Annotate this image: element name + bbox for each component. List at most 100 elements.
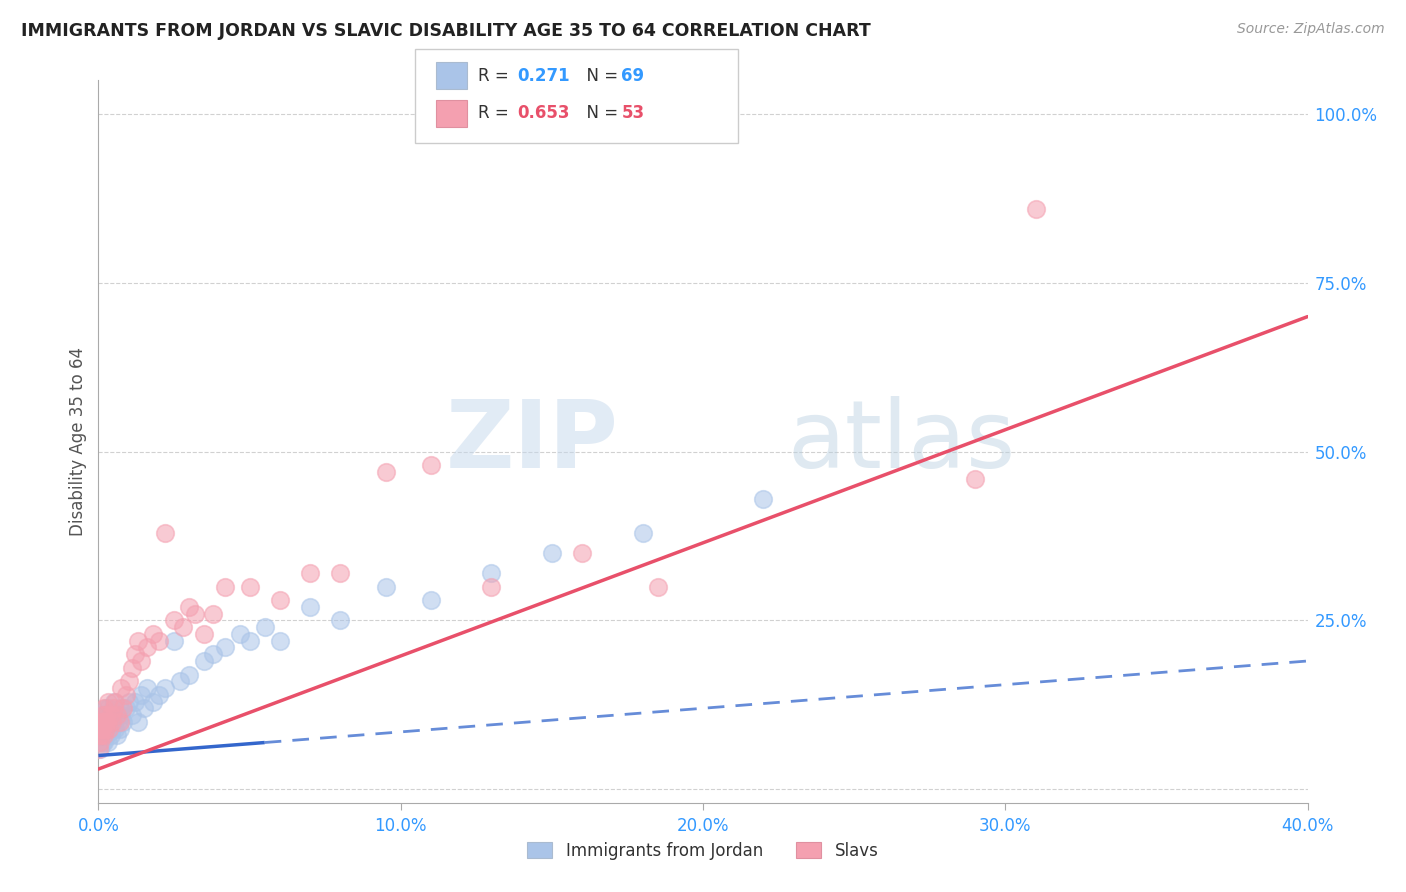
Point (97, 694, 120, 708)
Point (100, 728, 122, 742)
Point (153, 681, 176, 695)
Point (91, 708, 114, 723)
Point (101, 722, 124, 736)
Point (96, 728, 118, 742)
Point (114, 701, 136, 715)
Point (94, 722, 117, 736)
Point (101, 714, 124, 729)
Point (299, 599, 322, 614)
Point (374, 580, 396, 594)
Point (103, 694, 125, 708)
Text: N =: N = (576, 67, 624, 85)
Point (91, 714, 114, 729)
Point (163, 633, 186, 648)
Point (108, 701, 131, 715)
Point (269, 593, 291, 607)
Text: atlas: atlas (787, 395, 1017, 488)
Point (184, 607, 207, 621)
Point (571, 546, 593, 560)
Point (91, 714, 114, 729)
Point (104, 694, 127, 708)
Point (91, 735, 114, 749)
Point (96, 708, 118, 723)
Text: R =: R = (478, 104, 515, 122)
Point (89, 728, 111, 742)
Point (127, 633, 149, 648)
Point (135, 681, 157, 695)
Point (118, 694, 141, 708)
Legend: Immigrants from Jordan, Slavs: Immigrants from Jordan, Slavs (520, 836, 886, 867)
Point (153, 525, 176, 540)
Point (752, 491, 775, 506)
Point (107, 714, 129, 729)
Point (540, 546, 562, 560)
Point (103, 701, 125, 715)
Point (105, 708, 128, 723)
Point (148, 633, 170, 648)
Point (269, 633, 291, 648)
Point (214, 580, 236, 594)
Point (90, 722, 112, 736)
Text: N =: N = (576, 104, 624, 122)
Point (93, 708, 115, 723)
Point (96, 708, 118, 723)
Point (90, 714, 112, 729)
Point (94, 714, 117, 729)
Point (100, 708, 122, 723)
Point (93, 735, 115, 749)
Point (374, 465, 396, 479)
Text: R =: R = (478, 67, 515, 85)
Text: 53: 53 (621, 104, 644, 122)
Point (91, 722, 114, 736)
Point (90, 728, 112, 742)
Point (111, 701, 134, 715)
Point (90, 714, 112, 729)
Point (299, 566, 322, 581)
Point (89, 735, 111, 749)
Point (91, 728, 114, 742)
Point (90, 722, 112, 736)
Point (103, 714, 125, 729)
Point (98, 714, 121, 729)
Point (89, 741, 111, 756)
Point (163, 614, 186, 628)
Text: Source: ZipAtlas.com: Source: ZipAtlas.com (1237, 22, 1385, 37)
Point (114, 688, 136, 702)
Point (98, 722, 121, 736)
Point (129, 688, 152, 702)
Point (965, 472, 987, 486)
Point (239, 633, 262, 648)
Point (631, 525, 654, 540)
Point (91, 708, 114, 723)
Point (129, 654, 152, 668)
Point (420, 458, 443, 472)
Text: 0.653: 0.653 (517, 104, 569, 122)
Point (202, 647, 225, 661)
Point (142, 694, 165, 708)
Point (89, 735, 111, 749)
Point (127, 714, 149, 729)
Point (420, 593, 443, 607)
Point (148, 688, 170, 702)
Point (94, 714, 117, 729)
Point (329, 566, 352, 581)
Point (253, 620, 276, 634)
Point (96, 714, 118, 729)
Point (108, 714, 131, 729)
Point (481, 566, 503, 581)
Point (105, 708, 128, 723)
Point (94, 722, 117, 736)
Point (90, 735, 112, 749)
Y-axis label: Disability Age 35 to 64: Disability Age 35 to 64 (69, 347, 87, 536)
Point (169, 674, 191, 689)
Point (481, 580, 503, 594)
Point (94, 728, 117, 742)
Point (118, 674, 141, 689)
Point (179, 599, 201, 614)
Point (229, 627, 252, 641)
Text: 69: 69 (621, 67, 644, 85)
Point (121, 708, 143, 723)
Point (91, 728, 114, 742)
Point (104, 722, 127, 736)
Point (202, 607, 225, 621)
